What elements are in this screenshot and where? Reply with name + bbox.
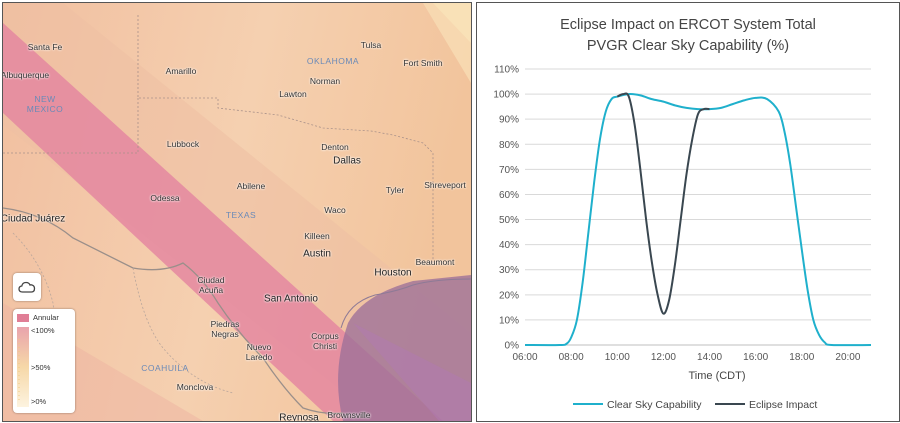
city-label: Albuquerque — [2, 70, 50, 80]
chart-title-line-2: PVGR Clear Sky Capability (%) — [587, 38, 789, 54]
y-tick-label: 80% — [499, 140, 519, 151]
city-label: Austin — [303, 248, 331, 260]
chart-svg: Eclipse Impact on ERCOT System Total PVG… — [493, 17, 872, 411]
legend-label-100: <100% — [31, 326, 55, 335]
state-label: NEW — [34, 94, 56, 104]
legend-label-0: >0% — [31, 397, 47, 406]
city-label: Santa Fe — [27, 42, 63, 52]
legend-label-clear-sky: Clear Sky Capability — [607, 399, 702, 411]
legend-annular-swatch — [17, 314, 29, 322]
y-tick-label: 10% — [499, 315, 519, 326]
city-label: Negras — [211, 329, 239, 339]
x-tick-label: 12:00 — [651, 352, 676, 363]
city-label: Norman — [309, 76, 341, 86]
y-tick-label: 100% — [493, 90, 519, 101]
legend-annular-label: Annular — [33, 313, 59, 322]
map-background — [3, 3, 471, 421]
city-label: Ciudad Juárez — [2, 213, 66, 225]
y-tick-label: 20% — [499, 290, 519, 301]
city-label: Piedras — [210, 319, 240, 329]
y-axis-ticks: 0% 10% 20% 30% 40% 50% 60% 70% 80% 90% 100% 110% — [493, 65, 519, 352]
city-label: Tulsa — [360, 40, 382, 50]
x-tick-label: 08:00 — [559, 352, 584, 363]
legend-label-50: >50% — [31, 363, 51, 372]
x-tick-label: 20:00 — [835, 352, 860, 363]
chart-series — [524, 92, 872, 347]
state-label: MEXICO — [26, 104, 64, 114]
city-label: Corpus — [311, 331, 339, 341]
city-label: Lawton — [279, 89, 307, 99]
city-label: Nuevo — [246, 342, 272, 352]
city-label: Dallas — [333, 155, 361, 167]
y-tick-label: 30% — [499, 265, 519, 276]
city-label: Monclova — [176, 382, 214, 392]
city-label: Tyler — [385, 185, 405, 195]
state-label: OKLAHOMA — [306, 56, 360, 66]
city-label: Denton — [321, 142, 349, 152]
y-tick-label: 110% — [494, 65, 519, 76]
x-tick-label: 14:00 — [697, 352, 722, 363]
eclipse-impact-chart: Eclipse Impact on ERCOT System Total PVG… — [476, 2, 900, 422]
city-label: Ciudad — [197, 275, 225, 285]
legend-gradient — [17, 327, 29, 407]
city-label: Odessa — [150, 193, 180, 203]
city-label: Lubbock — [166, 139, 200, 149]
y-tick-label: 60% — [499, 190, 519, 201]
city-label: Killeen — [304, 231, 330, 241]
y-tick-label: 0% — [505, 341, 520, 352]
city-label: Brownsville — [327, 410, 371, 420]
city-label: Christi — [312, 341, 338, 351]
city-label: Shreveport — [424, 180, 466, 190]
chart-gridlines — [525, 68, 871, 346]
x-tick-label: 18:00 — [789, 352, 814, 363]
y-tick-label: 50% — [499, 215, 519, 226]
y-tick-label: 70% — [499, 165, 519, 176]
y-tick-label: 40% — [499, 240, 519, 251]
legend-label-eclipse: Eclipse Impact — [749, 399, 817, 411]
city-label: Reynosa — [279, 412, 319, 422]
city-label: Fort Smith — [403, 58, 443, 68]
state-label: COAHUILA — [141, 363, 189, 373]
chart-title-line-1: Eclipse Impact on ERCOT System Total — [560, 17, 816, 33]
x-tick-label: 06:00 — [512, 352, 537, 363]
y-tick-label: 90% — [499, 115, 519, 126]
city-label: Houston — [374, 267, 412, 279]
x-axis-ticks: 06:00 08:00 10:00 12:00 14:00 16:00 18:00 20:00 — [512, 352, 860, 363]
x-axis-label: Time (CDT) — [688, 370, 745, 382]
state-label: TEXAS — [225, 210, 257, 220]
city-label: Acuña — [198, 285, 224, 295]
map-legend: Annular <100% >50% >0% — [13, 309, 75, 413]
series-line-eclipse — [616, 92, 710, 315]
x-tick-label: 10:00 — [605, 352, 630, 363]
chart-legend: Clear Sky Capability Eclipse Impact — [573, 399, 817, 411]
city-label: San Antonio — [264, 293, 318, 305]
city-label: Amarillo — [165, 66, 197, 76]
city-label: Laredo — [245, 352, 273, 362]
legend-swatches — [17, 314, 29, 407]
x-tick-label: 16:00 — [743, 352, 768, 363]
eclipse-path-map[interactable]: Santa Fe Albuquerque Amarillo Tulsa Fort Smi… — [2, 2, 472, 422]
city-label: Waco — [324, 205, 346, 215]
cloud-icon — [18, 281, 36, 293]
series-line-clear-sky — [524, 93, 872, 347]
weather-layer-button[interactable] — [13, 273, 41, 301]
city-label: Abilene — [236, 181, 266, 191]
city-label: Beaumont — [415, 257, 455, 267]
